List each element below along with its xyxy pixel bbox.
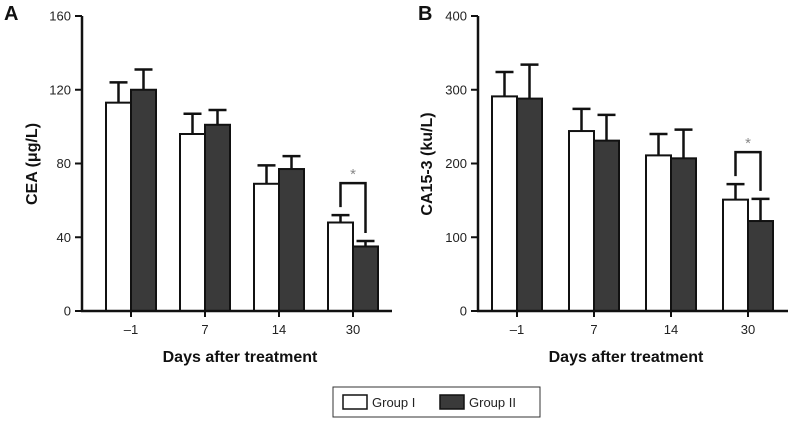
panel-a-x-tick-label: 30 bbox=[346, 322, 360, 337]
panel-a-y-tick-label: 160 bbox=[49, 9, 71, 24]
legend-swatch-group-1 bbox=[342, 394, 368, 410]
panel-a-significance: * bbox=[339, 166, 367, 233]
panel-b-bar-group-1 bbox=[645, 154, 672, 312]
panel-b-y-tick-label: 100 bbox=[445, 230, 467, 245]
panel-b-significance: * bbox=[734, 135, 762, 191]
panel-b-bar-group-2 bbox=[516, 97, 543, 312]
legend-label-group-1: Group I bbox=[372, 395, 415, 410]
panel-a-x-ticks: –1 7 14 30 bbox=[124, 311, 360, 337]
panel-b-x-axis-title: Days after treatment bbox=[549, 349, 704, 366]
panel-b-y-tick-label: 200 bbox=[445, 156, 467, 171]
panel-b-bar-group-1 bbox=[568, 130, 595, 312]
panel-b-y-tick-label: 300 bbox=[445, 82, 467, 97]
panel-b-bars bbox=[491, 63, 774, 312]
panel-b-significance-label: * bbox=[745, 135, 751, 152]
panel-a-x-axis-title: Days after treatment bbox=[163, 349, 318, 366]
panel-b-bar-group-2 bbox=[670, 157, 697, 312]
panel-b-x-tick-label: 14 bbox=[664, 322, 678, 337]
panel-a-y-axis-title: CEA (μg/L) bbox=[24, 123, 41, 205]
panel-a-y-ticks: 0 40 80 120 160 bbox=[49, 9, 82, 319]
panel-a-bar-group-1 bbox=[105, 101, 132, 312]
panel-a-significance-label: * bbox=[350, 166, 356, 183]
panel-a-y-tick-label: 0 bbox=[64, 304, 71, 319]
panel-b-x-tick-label: –1 bbox=[510, 322, 524, 337]
panel-b-axes bbox=[476, 16, 788, 313]
panel-a-x-tick-label: 7 bbox=[201, 322, 208, 337]
panel-b-bar-group-1 bbox=[722, 198, 749, 312]
panel-b-y-tick-label: 400 bbox=[445, 9, 467, 24]
panel-a-bar-group-1 bbox=[327, 221, 354, 312]
panel-b-bar-group-2 bbox=[593, 139, 620, 312]
panel-b-y-ticks: 0 100 200 300 400 bbox=[445, 9, 478, 319]
panel-b-significance-bracket bbox=[734, 150, 762, 191]
panel-b-x-ticks: –1 7 14 30 bbox=[510, 311, 755, 337]
panel-b-bar-group-1 bbox=[491, 95, 518, 312]
panel-b-x-tick-label: 30 bbox=[741, 322, 755, 337]
panel-a-bar-group-2 bbox=[352, 245, 379, 312]
panel-b-x-tick-label: 7 bbox=[590, 322, 597, 337]
panel-a-x-tick-label: 14 bbox=[272, 322, 286, 337]
panel-a-bars bbox=[105, 68, 379, 312]
panel-a-significance-bracket bbox=[339, 181, 367, 233]
panel-a-bar-group-1 bbox=[253, 182, 280, 312]
legend-swatch-group-2 bbox=[439, 394, 465, 410]
panel-a-bar-group-2 bbox=[278, 168, 305, 312]
panel-letter-a: A bbox=[4, 3, 18, 25]
panel-a-axes bbox=[80, 16, 392, 313]
panel-a-bar-group-2 bbox=[130, 88, 157, 312]
panel-b-bar-group-2 bbox=[747, 220, 774, 312]
panel-a: A 0 40 80 120 160 –1 7 14 30 * CEA (μg/L) Days … bbox=[4, 3, 392, 366]
panel-b-y-axis-title: CA15-3 (ku/L) bbox=[419, 112, 436, 215]
panel-a-x-tick-label: –1 bbox=[124, 322, 138, 337]
legend: Group I Group II bbox=[332, 386, 541, 418]
panel-b-y-tick-label: 0 bbox=[460, 304, 467, 319]
panel-letter-b: B bbox=[418, 3, 432, 25]
panel-a-y-tick-label: 40 bbox=[57, 230, 71, 245]
panel-a-bar-group-2 bbox=[204, 123, 231, 312]
panel-a-y-tick-label: 80 bbox=[57, 156, 71, 171]
panel-a-bar-group-1 bbox=[179, 133, 206, 312]
legend-label-group-2: Group II bbox=[469, 395, 516, 410]
panel-a-y-tick-label: 120 bbox=[49, 82, 71, 97]
